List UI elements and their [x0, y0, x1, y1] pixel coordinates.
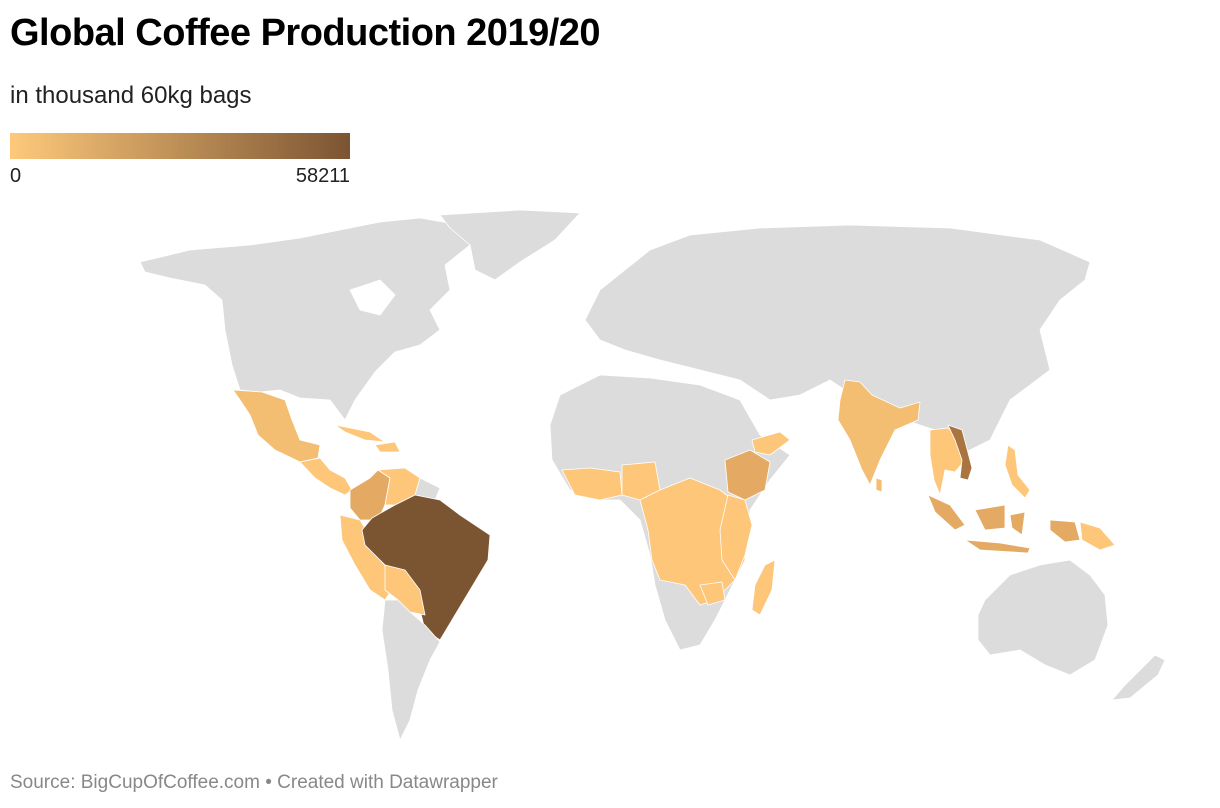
region-australia[interactable] — [977, 559, 1109, 676]
region-hudson-bay — [349, 279, 396, 316]
region-southern-cone[interactable] — [381, 599, 441, 741]
legend-gradient-bar — [10, 133, 350, 159]
region-central-america[interactable] — [299, 457, 353, 496]
region-vietnam[interactable] — [947, 424, 973, 481]
region-papua-new-guinea[interactable] — [1079, 521, 1116, 551]
region-mexico[interactable] — [232, 389, 321, 463]
region-west-africa[interactable] — [561, 467, 623, 501]
legend-max-label: 58211 — [295, 165, 350, 187]
region-east-africa[interactable] — [719, 494, 753, 581]
region-yemen[interactable] — [751, 431, 791, 456]
region-india[interactable] — [837, 379, 921, 486]
region-greenland[interactable] — [439, 209, 581, 281]
region-madagascar[interactable] — [751, 559, 776, 616]
region-eurasia[interactable] — [584, 224, 1091, 456]
region-philippines[interactable] — [1004, 444, 1031, 499]
region-sri-lanka[interactable] — [875, 477, 883, 493]
color-legend: 0 58211 — [10, 133, 350, 188]
region-zimbabwe[interactable] — [699, 581, 726, 606]
map-subtitle: in thousand 60kg bags — [10, 82, 252, 109]
region-caribbean[interactable] — [334, 424, 401, 453]
region-brazil[interactable] — [361, 494, 491, 641]
legend-min-label: 0 — [10, 165, 22, 187]
map-title: Global Coffee Production 2019/20 — [10, 12, 601, 54]
source-footer: Source: BigCupOfCoffee.com • Created wit… — [10, 772, 498, 793]
region-indonesia[interactable] — [927, 494, 1081, 554]
region-ethiopia[interactable] — [724, 449, 771, 501]
region-bolivia-paraguay[interactable] — [384, 564, 426, 616]
region-central-africa[interactable] — [639, 477, 746, 606]
region-north-america[interactable] — [139, 217, 471, 421]
region-new-zealand[interactable] — [1111, 654, 1166, 701]
world-map — [139, 209, 1166, 741]
